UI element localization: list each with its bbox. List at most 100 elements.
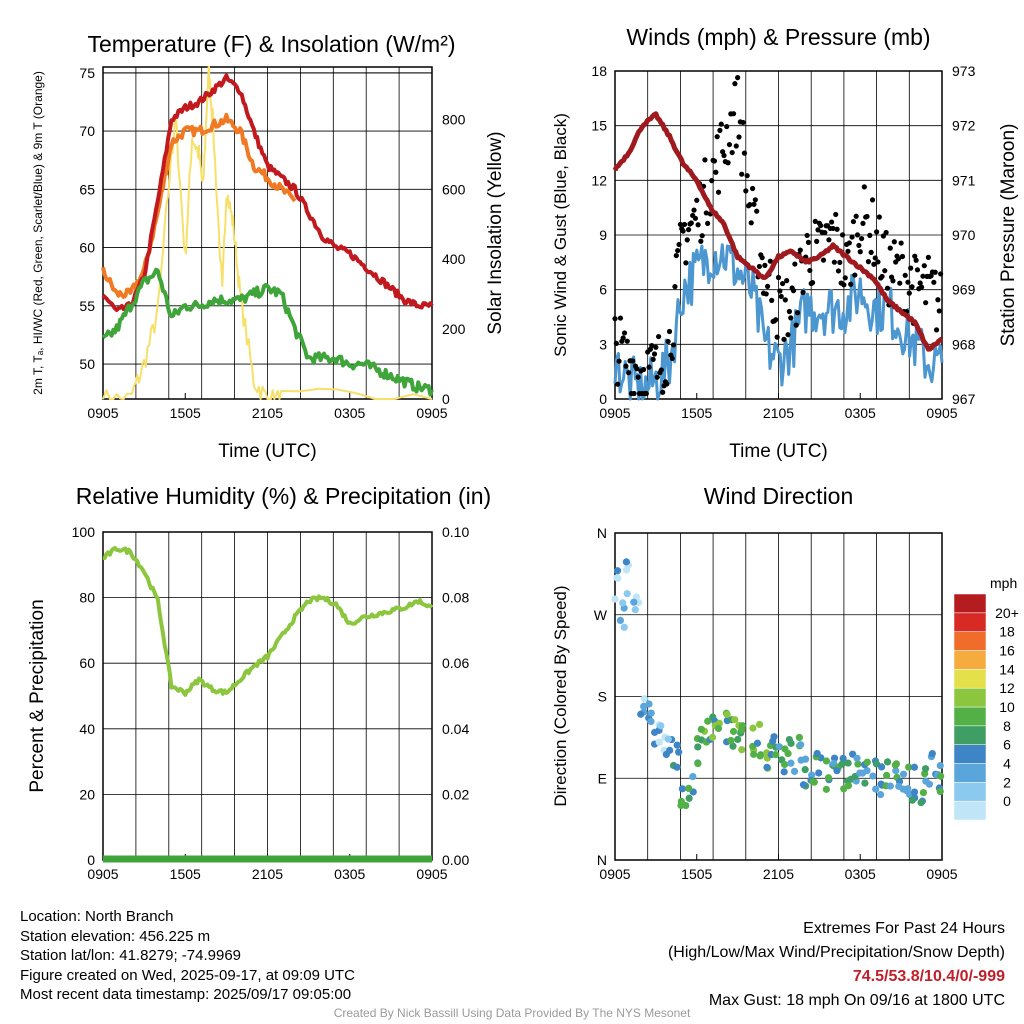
direction-point [655, 738, 663, 746]
y-tick-label: 100 [72, 524, 96, 540]
y2-tick-label: 970 [952, 227, 976, 243]
y2-tick-label: 200 [442, 321, 466, 337]
gust-point [688, 220, 694, 226]
y-tick-label: 20 [79, 786, 95, 802]
direction-point [749, 724, 757, 732]
gust-point [612, 316, 618, 322]
gust-point [729, 149, 735, 156]
panel-humidity [102, 531, 433, 861]
extremes-values: 74.5/53.8/10.4/0/-999 [852, 968, 1005, 985]
direction-point [824, 774, 833, 782]
gust-point [616, 358, 622, 364]
gust-point [912, 253, 918, 259]
y-tick-label: 0 [87, 852, 95, 868]
gust-point [650, 356, 656, 362]
panel-wind-direction [614, 532, 943, 861]
gust-point [845, 248, 851, 254]
y2-tick-label: 800 [442, 111, 466, 127]
gust-point [781, 336, 787, 342]
chart-title: Relative Humidity (%) & Precipitation (i… [76, 483, 491, 509]
gust-point [856, 242, 862, 249]
gust-point [775, 274, 782, 281]
colorbar-label: 20+ [995, 605, 1019, 621]
direction-point [755, 720, 764, 729]
y-tick-label: 40 [79, 721, 95, 737]
gust-point [739, 171, 745, 177]
x-tick-label: 0905 [926, 866, 957, 882]
gust-point [715, 189, 722, 195]
x-tick-label: 0305 [845, 405, 876, 421]
direction-point [651, 728, 659, 736]
x-tick-label: 0305 [334, 866, 365, 882]
direction-point [891, 761, 900, 769]
direction-point [892, 767, 900, 775]
direction-point [936, 787, 944, 796]
gust-point [872, 255, 878, 261]
gust-point [898, 240, 904, 246]
gust-point [703, 210, 709, 216]
x-tick-label: 0905 [416, 405, 447, 421]
y-axis-label: 2m T, Tₐ, HI/WC (Red, Green, Scarlet/Blu… [31, 71, 45, 395]
gust-point [747, 202, 753, 208]
gust-point [724, 123, 730, 130]
direction-point [781, 745, 789, 753]
direction-point [753, 739, 762, 747]
y2-tick-label: 973 [952, 63, 976, 79]
station-info: Location: North Branch Station elevation… [20, 907, 355, 1005]
colorbar-label: 10 [999, 699, 1015, 715]
gust-point [702, 157, 708, 163]
direction-point [708, 733, 717, 741]
gust-point [908, 265, 914, 271]
direction-point [883, 758, 892, 766]
direction-point [910, 788, 919, 796]
direction-point [928, 750, 936, 758]
colorbar-swatch [953, 800, 987, 821]
direction-point [738, 746, 746, 754]
series-dewpoint [101, 267, 434, 397]
direction-point [781, 760, 789, 769]
direction-point [838, 760, 846, 768]
direction-point [856, 769, 864, 777]
x-tick-label: 0305 [845, 866, 876, 882]
direction-point [877, 763, 886, 771]
gust-point [905, 279, 911, 285]
gust-point [709, 178, 715, 184]
series-2m-temp [101, 73, 434, 312]
gust-point [634, 366, 640, 372]
gust-point [807, 267, 813, 274]
direction-point [921, 765, 930, 773]
x-tick-label: 0905 [416, 866, 447, 882]
gust-point [741, 150, 748, 156]
direction-point [620, 623, 628, 631]
y-tick-label: E [598, 770, 607, 786]
direction-point [647, 709, 655, 717]
gust-point [876, 214, 882, 220]
direction-point [772, 751, 780, 759]
gust-point [788, 315, 794, 321]
colorbar-swatch [953, 593, 987, 614]
series-pressure [612, 111, 944, 352]
gust-point [677, 221, 684, 228]
colorbar-swatch [953, 782, 987, 802]
y-tick-label: 60 [79, 240, 95, 256]
direction-point [936, 761, 944, 770]
gust-point [692, 215, 698, 221]
direction-point [904, 785, 912, 793]
direction-point [729, 727, 738, 736]
gust-point [615, 381, 621, 387]
chart-title: Wind Direction [704, 483, 854, 509]
gust-point [763, 291, 769, 297]
direction-point [616, 616, 625, 624]
gust-point [849, 234, 855, 240]
y-tick-label: 80 [79, 590, 95, 606]
direction-point [780, 768, 788, 776]
y2-tick-label: 0.06 [442, 655, 469, 671]
gust-point [850, 218, 857, 225]
y-tick-label: 60 [79, 655, 95, 671]
direction-point [630, 598, 638, 606]
direction-point [640, 695, 648, 703]
extremes-desc: (High/Low/Max Wind/Precipitation/Snow De… [667, 944, 1005, 961]
gust-point [909, 284, 915, 290]
created: Figure created on Wed, 2025-09-17, at 09… [20, 966, 355, 984]
x-tick-label: 0905 [599, 405, 630, 421]
